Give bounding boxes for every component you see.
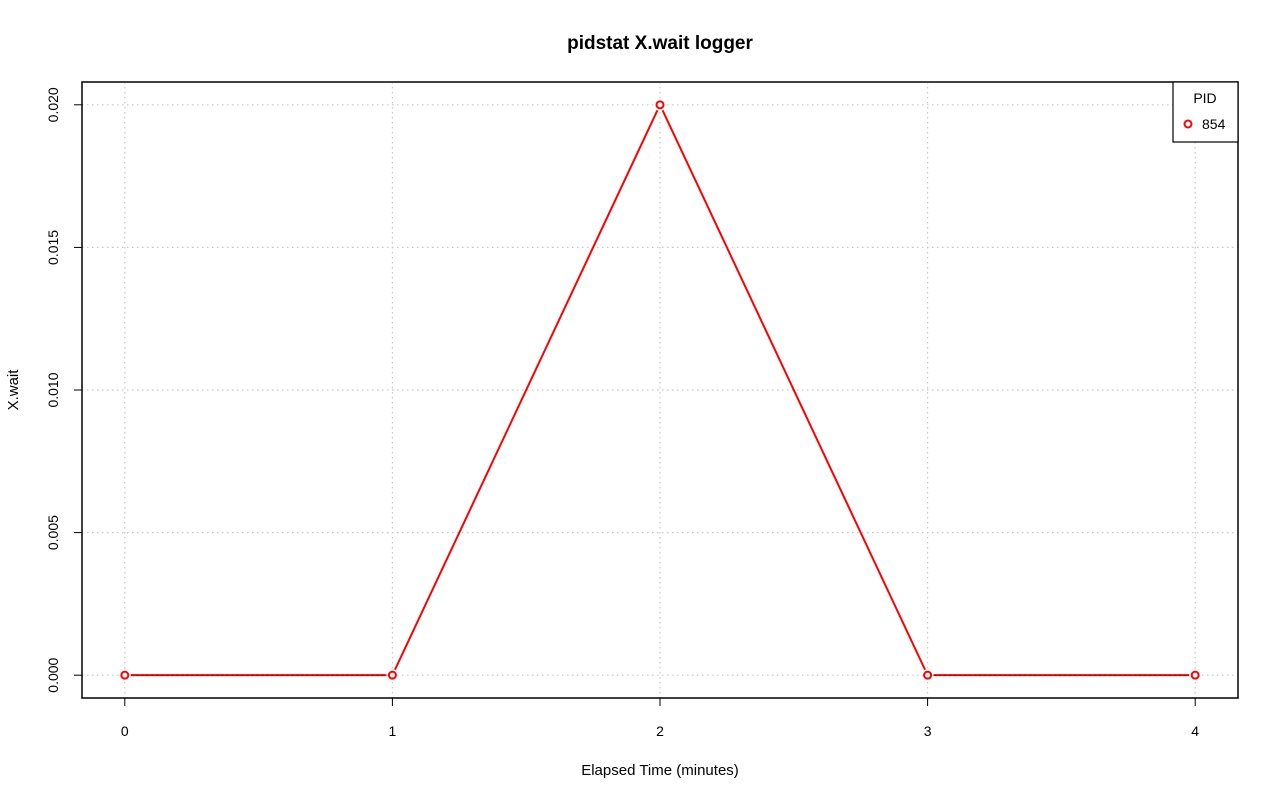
chart-title: pidstat X.wait logger	[567, 33, 753, 54]
grid	[82, 82, 1238, 698]
data-point	[923, 670, 933, 680]
x-tick-label: 4	[1191, 723, 1199, 739]
x-tick-label: 2	[656, 723, 664, 739]
y-axis-title: X.wait	[5, 369, 22, 411]
x-tick-label: 1	[389, 723, 397, 739]
y-tick-label: 0.015	[45, 230, 61, 265]
data-point	[387, 670, 397, 680]
x-tick-label: 0	[121, 723, 129, 739]
data-point	[120, 670, 130, 680]
y-axis: 0.000 0.005 0.010 0.015 0.020	[45, 87, 82, 693]
series-line-segment	[394, 109, 659, 671]
y-tick-label: 0.020	[45, 87, 61, 122]
data-point	[655, 100, 665, 110]
data-point	[1190, 670, 1200, 680]
plot-area-border	[81, 81, 1239, 699]
legend-marker-854	[1183, 119, 1193, 129]
legend-title: PID	[1193, 90, 1216, 106]
series-layer	[120, 100, 1200, 680]
x-axis: 0 1 2 3 4	[121, 698, 1199, 739]
legend-box	[1172, 81, 1239, 143]
y-tick-label: 0.005	[45, 515, 61, 550]
x-tick-label: 3	[924, 723, 932, 739]
series-line-segment	[661, 109, 926, 671]
x-axis-title: Elapsed Time (minutes)	[581, 762, 739, 779]
y-tick-label: 0.010	[45, 372, 61, 407]
legend: PID 854	[1172, 81, 1239, 143]
y-tick-label: 0.000	[45, 657, 61, 692]
legend-label-854: 854	[1202, 116, 1226, 132]
